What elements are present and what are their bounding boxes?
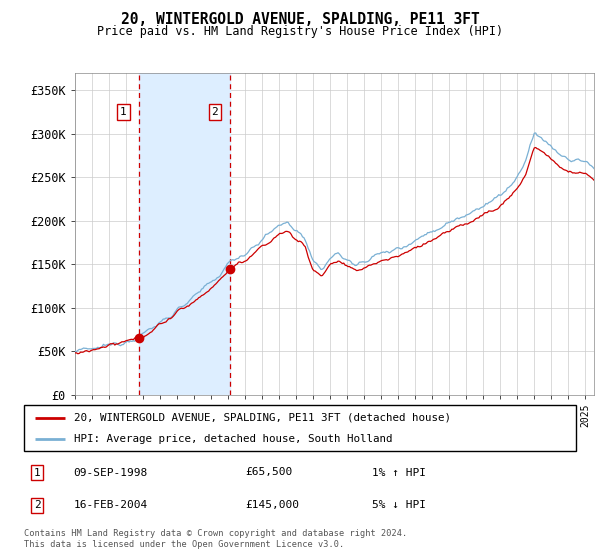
Text: 16-FEB-2004: 16-FEB-2004 — [74, 501, 148, 510]
Text: 20, WINTERGOLD AVENUE, SPALDING, PE11 3FT (detached house): 20, WINTERGOLD AVENUE, SPALDING, PE11 3F… — [74, 413, 451, 423]
Text: £145,000: £145,000 — [245, 501, 299, 510]
Text: 5% ↓ HPI: 5% ↓ HPI — [372, 501, 426, 510]
Text: 1: 1 — [34, 468, 41, 478]
Text: 1: 1 — [120, 107, 127, 117]
Text: 1% ↑ HPI: 1% ↑ HPI — [372, 468, 426, 478]
Text: 09-SEP-1998: 09-SEP-1998 — [74, 468, 148, 478]
Text: 2: 2 — [212, 107, 218, 117]
Text: 20, WINTERGOLD AVENUE, SPALDING, PE11 3FT: 20, WINTERGOLD AVENUE, SPALDING, PE11 3F… — [121, 12, 479, 27]
Bar — [139, 73, 230, 395]
Text: HPI: Average price, detached house, South Holland: HPI: Average price, detached house, Sout… — [74, 435, 392, 444]
Text: Price paid vs. HM Land Registry's House Price Index (HPI): Price paid vs. HM Land Registry's House … — [97, 25, 503, 38]
Text: 2: 2 — [34, 501, 41, 510]
Text: £65,500: £65,500 — [245, 468, 292, 478]
Text: Contains HM Land Registry data © Crown copyright and database right 2024.
This d: Contains HM Land Registry data © Crown c… — [24, 529, 407, 549]
